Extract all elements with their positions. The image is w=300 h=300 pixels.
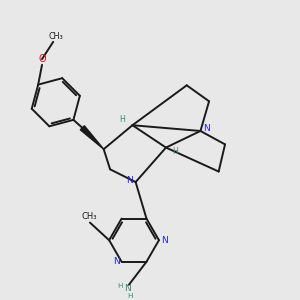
Text: N: N <box>203 124 210 133</box>
Text: O: O <box>39 54 46 64</box>
Text: H: H <box>119 115 125 124</box>
Text: CH₃: CH₃ <box>48 32 63 41</box>
Text: H: H <box>118 283 123 289</box>
Text: H: H <box>172 147 178 156</box>
Text: CH₃: CH₃ <box>81 212 97 221</box>
Text: N: N <box>113 257 120 266</box>
Polygon shape <box>80 126 104 149</box>
Text: N: N <box>124 284 131 293</box>
Text: N: N <box>127 176 133 185</box>
Text: N: N <box>161 236 167 245</box>
Text: H: H <box>127 293 132 299</box>
